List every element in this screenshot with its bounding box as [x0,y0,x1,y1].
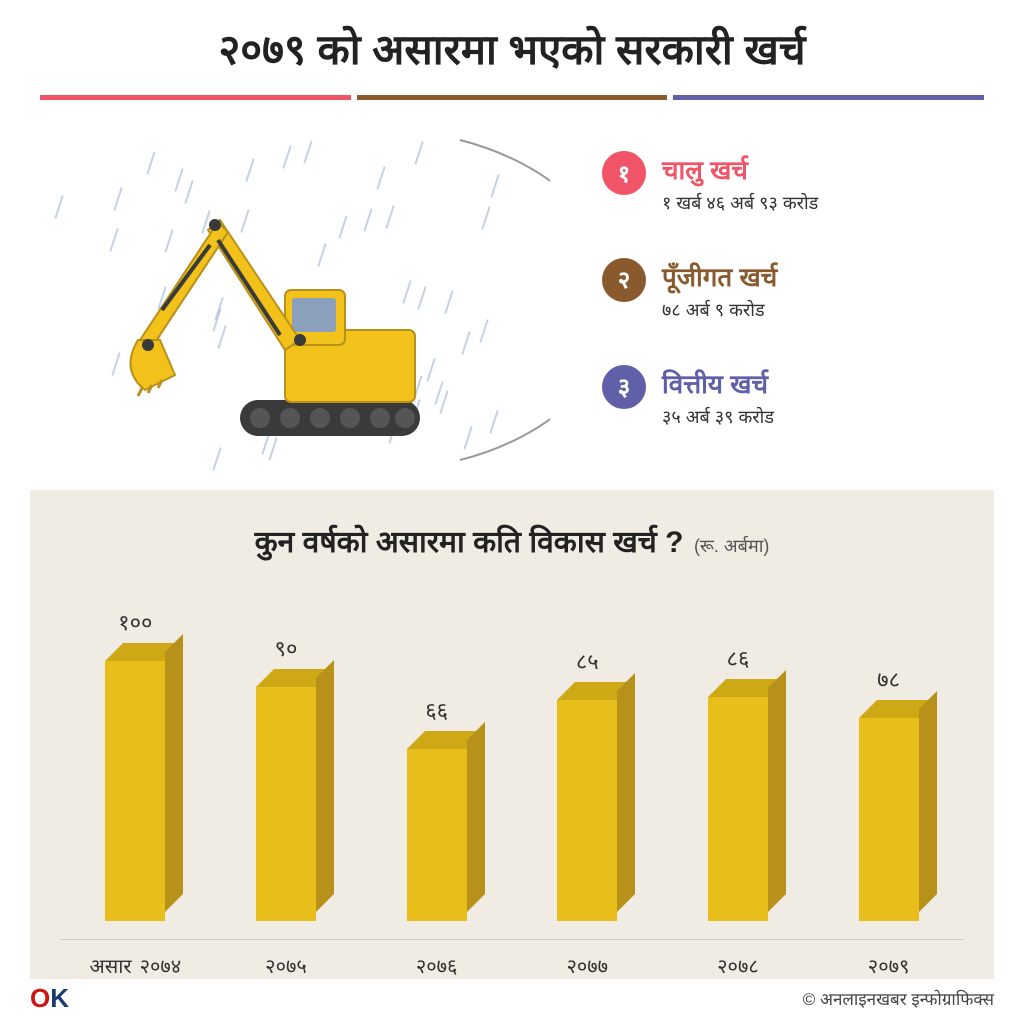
category-title: चालु खर्च [662,151,818,187]
bar [859,700,919,921]
x-axis-label: २०७७ [527,952,647,979]
chart-title: कुन वर्षको असारमा कति विकास खर्च ? [255,526,684,559]
title-underlines [0,95,1024,120]
header: २०७९ को असारमा भएको सरकारी खर्च [0,0,1024,95]
bar [708,679,768,921]
category-value: ७८ अर्ब ९ करोड [662,298,777,322]
category-number-badge: ३ [602,365,646,409]
category-number-badge: २ [602,258,646,302]
chart-header: कुन वर्षको असारमा कति विकास खर्च ? (रू. … [60,520,964,561]
bar-group: ८६ [678,643,798,921]
footer: OK © अनलाइनखबर इन्फोग्राफिक्स [0,983,1024,1014]
category-item: १ चालु खर्च १ खर्ब ४६ अर्ब ९३ करोड [602,151,984,215]
bar-chart-section: कुन वर्षको असारमा कति विकास खर्च ? (रू. … [30,490,994,979]
page-title: २०७९ को असारमा भएको सरकारी खर्च [40,20,984,77]
bar [256,669,316,921]
x-axis-label: २०७५ [226,952,346,979]
top-section: १ चालु खर्च १ खर्ब ४६ अर्ब ९३ करोड २ पूँ… [0,120,1024,480]
bar-group: ७८ [829,664,949,921]
bar-value-label: ७८ [877,664,900,694]
category-title: वित्तीय खर्च [662,365,774,401]
bar-value-label: ६६ [425,695,448,725]
category-number-badge: १ [602,151,646,195]
bar-group: ८५ [527,646,647,921]
excavator-icon [100,190,440,450]
bar-group: ६६ [377,695,497,921]
x-axis-label: २०७९ [829,952,949,979]
bar [557,682,617,921]
category-text: चालु खर्च १ खर्ब ४६ अर्ब ९३ करोड [662,151,818,215]
x-axis-label: २०७६ [377,952,497,979]
category-text: पूँजीगत खर्च ७८ अर्ब ९ करोड [662,258,777,322]
bar-group: १०० [75,607,195,921]
category-list: १ चालु खर्च १ खर्ब ४६ अर्ब ९३ करोड २ पूँ… [512,130,984,450]
category-text: वित्तीय खर्च ३५ अर्ब ३९ करोड [662,365,774,429]
category-value: १ खर्ब ४६ अर्ब ९३ करोड [662,191,818,215]
category-item: २ पूँजीगत खर्च ७८ अर्ब ९ करोड [602,258,984,322]
logo-suffix: K [50,983,69,1013]
chart-subtitle: (रू. अर्बमा) [694,536,769,556]
underline-segment [357,95,668,100]
bar-value-label: १०० [118,607,152,637]
credit-text: © अनलाइनखबर इन्फोग्राफिक्स [803,987,994,1010]
bar-value-label: ८६ [727,643,750,673]
logo-prefix: O [30,983,50,1013]
excavator-area [40,130,512,450]
x-axis-labels: असार२०७४ २०७५ २०७६ २०७७ २०७८ २०७९ [60,939,964,979]
bar [105,643,165,921]
x-axis-label: असार२०७४ [75,952,195,979]
bars-container: १०० ९० ६६ ८५ ८६ ७८ [60,591,964,921]
bar-value-label: ८५ [576,646,599,676]
category-item: ३ वित्तीय खर्च ३५ अर्ब ३९ करोड [602,365,984,429]
brand-logo: OK [30,983,69,1014]
bar [407,731,467,921]
category-title: पूँजीगत खर्च [662,258,777,294]
underline-segment [673,95,984,100]
x-axis-label: २०७८ [678,952,798,979]
underline-segment [40,95,351,100]
bar-value-label: ९० [275,633,298,663]
category-value: ३५ अर्ब ३९ करोड [662,405,774,429]
bar-group: ९० [226,633,346,921]
